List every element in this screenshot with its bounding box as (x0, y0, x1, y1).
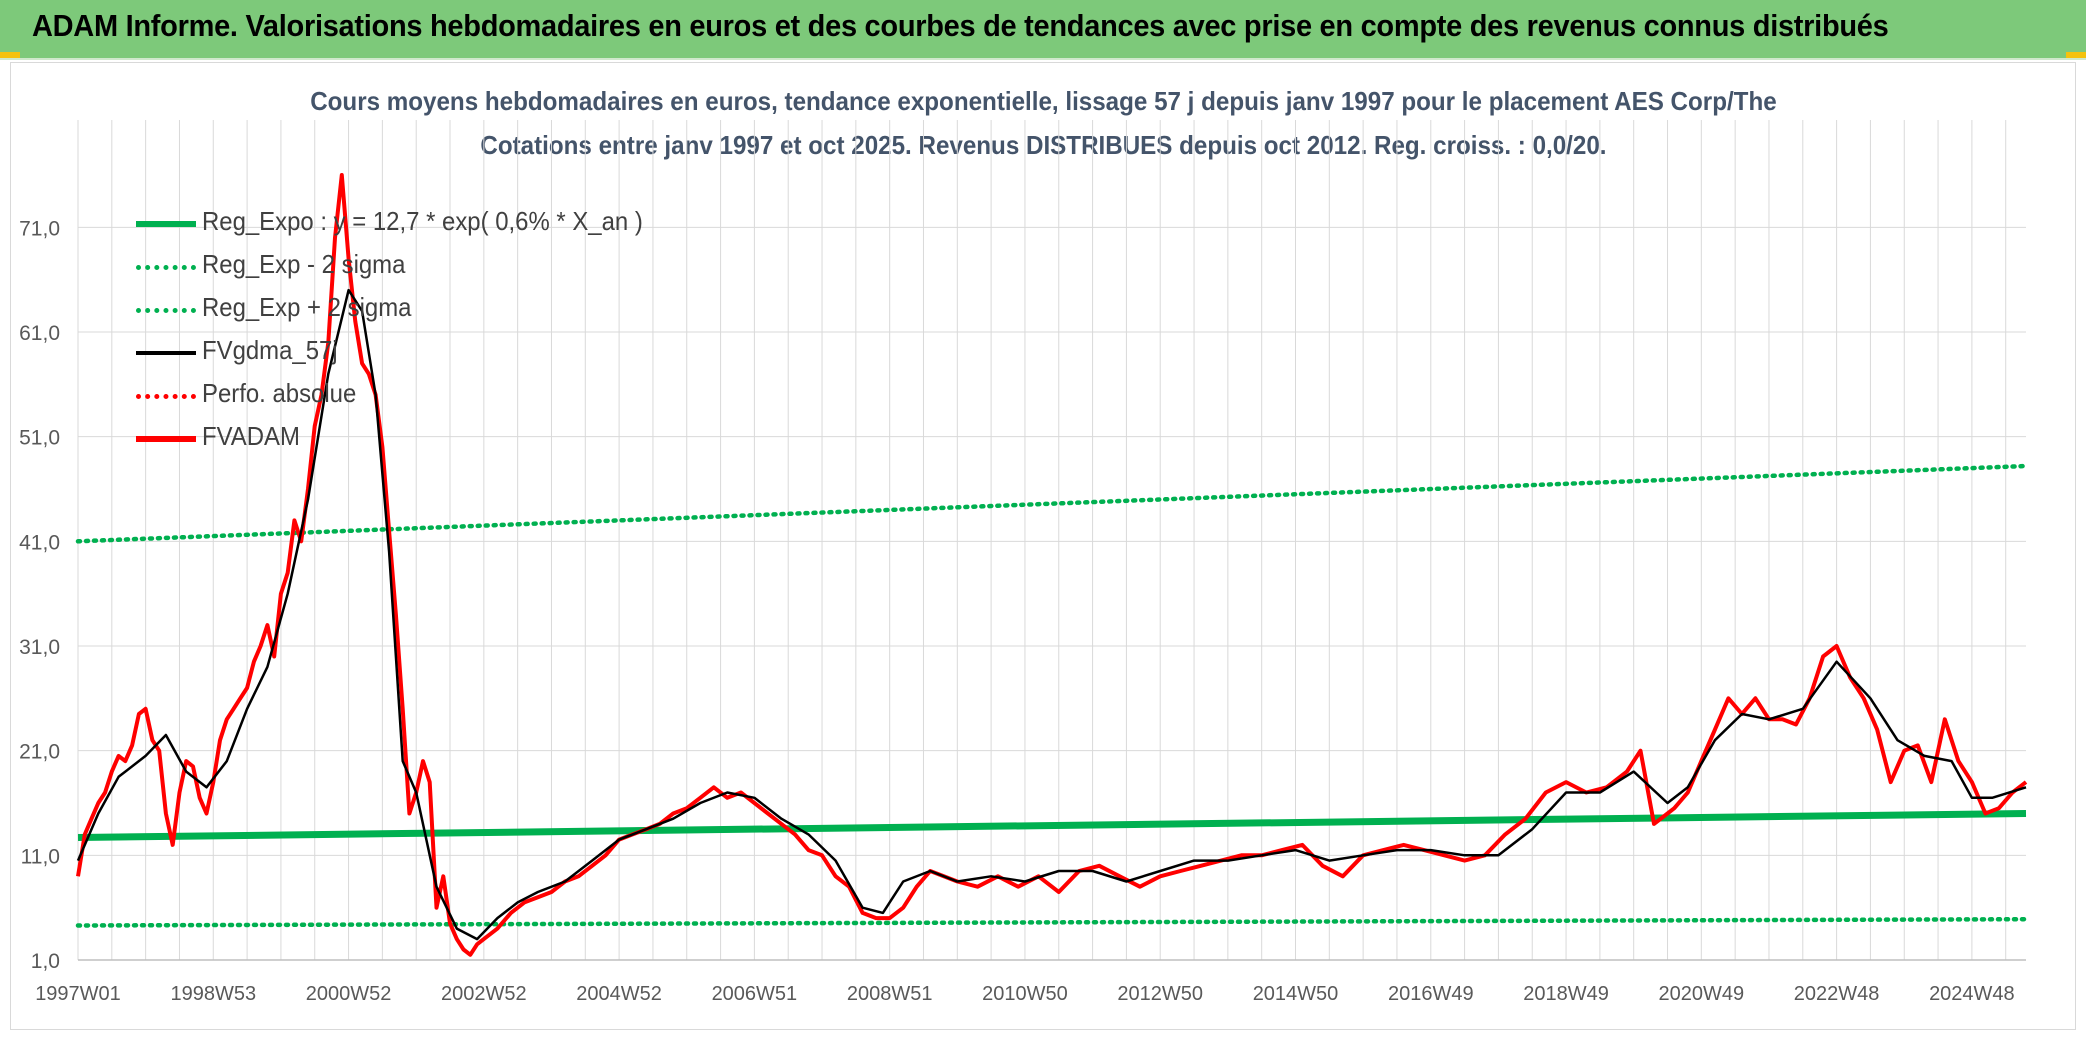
legend-label: Reg_Expo : y = 12,7 * exp( 0,6% * X_an ) (202, 206, 643, 236)
x-tick-label: 1998W53 (170, 983, 256, 1005)
x-tick-label: 1997W01 (35, 983, 121, 1005)
legend-swatch (136, 308, 196, 313)
x-tick-label: 2024W48 (1929, 983, 2015, 1005)
corner-marker-left (0, 52, 20, 58)
legend-label: Perfo. absolue (202, 378, 357, 408)
legend-label: FVgdma_57j (202, 335, 338, 365)
legend-label: FVADAM (202, 421, 300, 451)
y-tick-label: 1,0 (31, 950, 60, 973)
corner-marker-right (2066, 52, 2086, 58)
legend-label: Reg_Exp + 2 sigma (202, 292, 412, 322)
x-tick-label: 2000W52 (306, 983, 392, 1005)
x-tick-label: 2012W50 (1117, 983, 1203, 1005)
x-tick-label: 2004W52 (576, 983, 662, 1005)
legend-swatch (136, 436, 196, 442)
chart-title-line1: Cours moyens hebdomadaires en euros, ten… (309, 86, 1777, 116)
y-tick-label: 51,0 (19, 427, 60, 450)
x-tick-label: 2010W50 (982, 983, 1068, 1005)
x-tick-label: 2008W51 (847, 983, 933, 1005)
legend-swatch (136, 221, 196, 227)
legend-swatch (136, 394, 196, 399)
x-tick-label: 2014W50 (1253, 983, 1339, 1005)
y-tick-label: 61,0 (19, 322, 60, 345)
series-line-reg_expo (77, 810, 2027, 841)
chart-frame (10, 62, 2076, 1030)
x-tick-label: 2006W51 (712, 983, 798, 1005)
series-line-fvadam (76, 173, 2028, 957)
chart-title-line2: Cotations entre janv 1997 et oct 2025. R… (479, 130, 1607, 160)
series-line-reg_exp (75, 916, 2029, 928)
report-header: ADAM Informe. Valorisations hebdomadaire… (0, 0, 2086, 60)
legend-swatch (136, 351, 196, 355)
x-tick-label: 2020W49 (1659, 983, 1745, 1005)
legend-label: Reg_Exp - 2 sigma (202, 249, 406, 279)
y-tick-label: 41,0 (19, 531, 60, 554)
series-line-fvgdma_57j (76, 288, 2027, 941)
y-tick-label: 71,0 (19, 217, 60, 240)
legend-swatch (136, 265, 196, 270)
x-tick-label: 2022W48 (1794, 983, 1880, 1005)
series-line-reg_exp (75, 463, 2029, 544)
y-tick-label: 31,0 (19, 636, 60, 659)
y-tick-label: 21,0 (19, 741, 60, 764)
x-tick-label: 2016W49 (1388, 983, 1474, 1005)
x-tick-label: 2002W52 (441, 983, 527, 1005)
x-tick-label: 2018W49 (1523, 983, 1609, 1005)
y-tick-label: 11,0 (21, 845, 60, 868)
report-title: ADAM Informe. Valorisations hebdomadaire… (32, 8, 1889, 43)
